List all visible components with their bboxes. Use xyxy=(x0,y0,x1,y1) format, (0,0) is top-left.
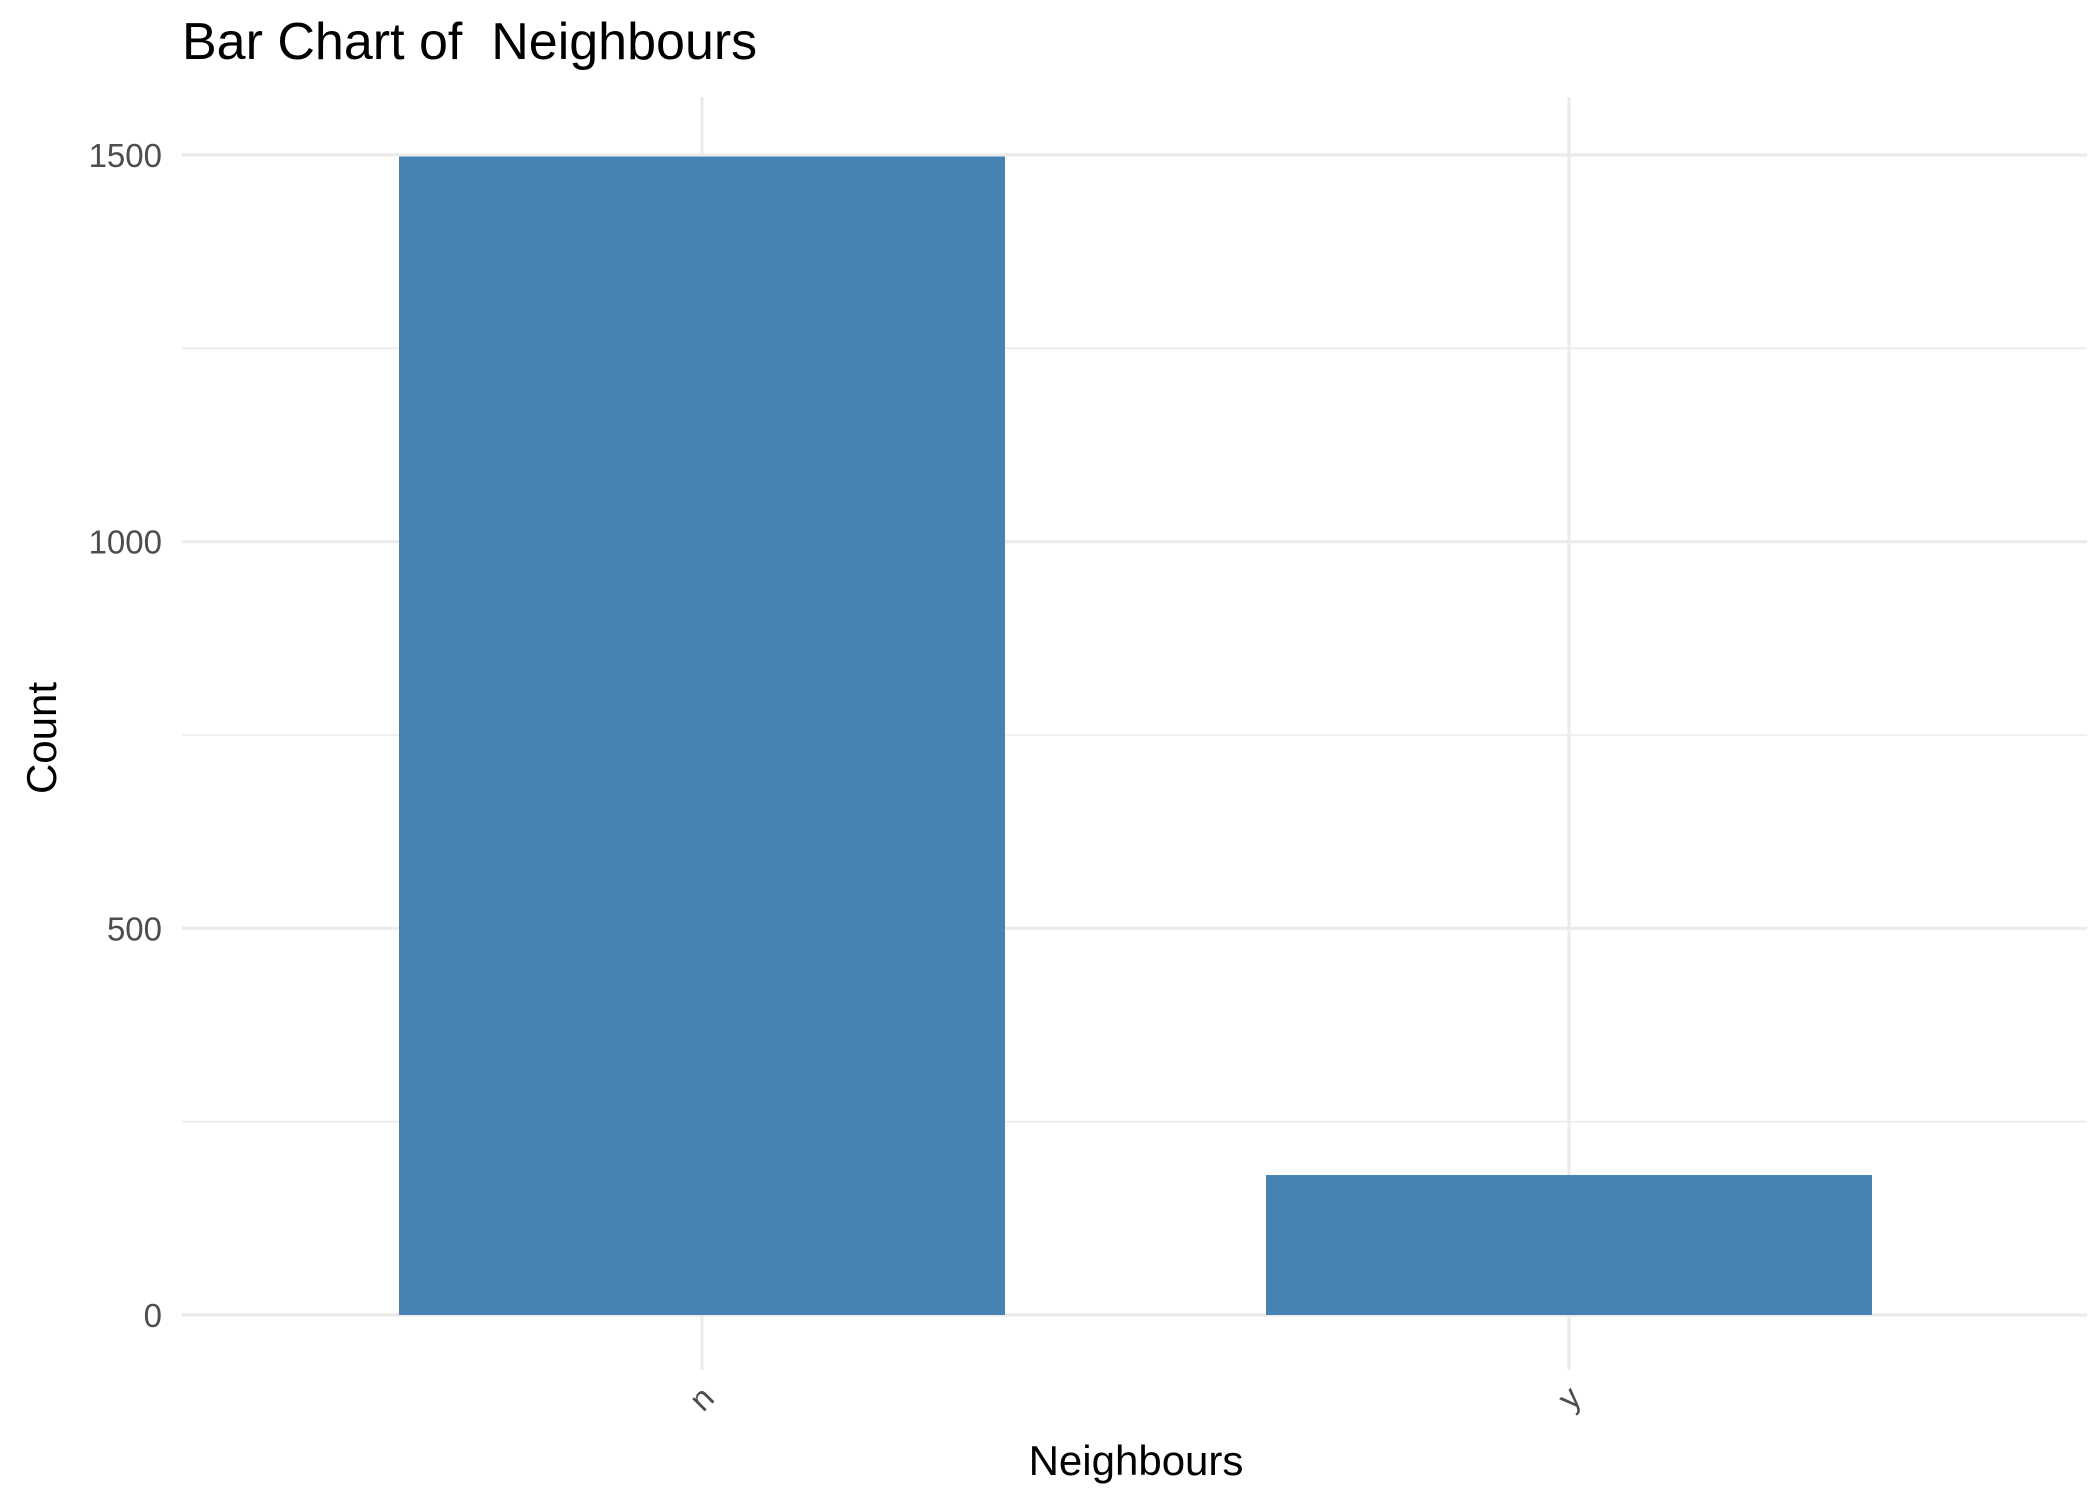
y-tick-label: 0 xyxy=(144,1297,162,1334)
x-tick-label-n: n xyxy=(682,1379,721,1418)
bar-y xyxy=(1266,1175,1872,1315)
bar-n xyxy=(399,156,1005,1316)
x-tick-label-y: y xyxy=(1550,1378,1588,1416)
y-tick-label: 1500 xyxy=(89,137,162,174)
y-tick-label: 1000 xyxy=(89,524,162,561)
y-axis-title: Count xyxy=(18,682,65,794)
y-tick-label: 500 xyxy=(107,910,162,947)
bars xyxy=(399,156,1872,1316)
x-axis-title: Neighbours xyxy=(1029,1437,1244,1484)
y-tick-labels: 0 500 1000 1500 xyxy=(89,137,162,1334)
chart-title: Bar Chart of Neighbours xyxy=(182,13,758,71)
